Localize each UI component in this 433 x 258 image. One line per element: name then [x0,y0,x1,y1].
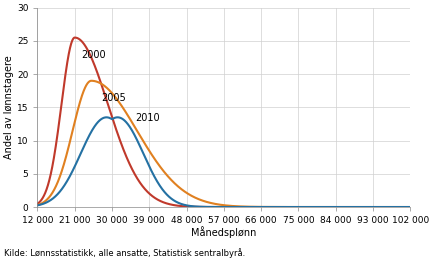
Text: 2000: 2000 [81,50,106,60]
X-axis label: Månedsplønn: Månedsplønn [191,227,256,238]
Y-axis label: Andel av lønnstagere: Andel av lønnstagere [4,55,14,159]
Text: 2010: 2010 [135,113,159,123]
Text: Kilde: Lønnsstatistikk, alle ansatte, Statistisk sentralbyrå.: Kilde: Lønnsstatistikk, alle ansatte, St… [4,248,246,258]
Text: 2005: 2005 [102,93,126,103]
